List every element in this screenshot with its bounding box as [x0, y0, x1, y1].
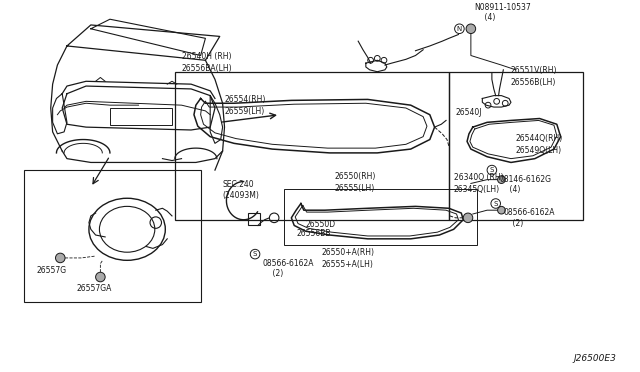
Bar	[449, 72, 582, 220]
Text: 08146-6162G
    (4): 08146-6162G (4)	[499, 175, 552, 194]
Text: N08911-10537
    (4): N08911-10537 (4)	[475, 3, 531, 22]
Circle shape	[498, 176, 505, 183]
Bar	[24, 170, 201, 302]
Text: 26557G: 26557G	[36, 266, 67, 275]
Circle shape	[498, 206, 505, 214]
Text: 26554(RH)
26559(LH): 26554(RH) 26559(LH)	[225, 95, 266, 116]
Text: N: N	[457, 26, 462, 32]
Circle shape	[95, 272, 105, 282]
Text: 26557GA: 26557GA	[77, 284, 112, 293]
Circle shape	[466, 24, 476, 33]
Text: S: S	[253, 251, 257, 257]
Text: 26551V(RH)
26556B(LH): 26551V(RH) 26556B(LH)	[511, 66, 557, 87]
Circle shape	[463, 213, 473, 222]
Text: 26550+A(RH)
26555+A(LH): 26550+A(RH) 26555+A(LH)	[322, 248, 375, 269]
Text: S: S	[490, 167, 494, 173]
Text: 26540J: 26540J	[456, 108, 482, 117]
Bar	[284, 189, 477, 244]
Bar	[110, 108, 172, 125]
Bar	[175, 72, 449, 220]
Text: S: S	[493, 201, 498, 206]
Text: 26550D: 26550D	[306, 220, 336, 229]
Text: 26544Q(RH)
26549Q(LH): 26544Q(RH) 26549Q(LH)	[516, 134, 563, 155]
Text: SEC.240
(24093M): SEC.240 (24093M)	[223, 180, 259, 201]
Text: 08566-6162A
    (2): 08566-6162A (2)	[262, 259, 314, 278]
Text: 26340Q (RH)
26345Q(LH): 26340Q (RH) 26345Q(LH)	[454, 173, 503, 194]
Text: 26550(RH)
26555(LH): 26550(RH) 26555(LH)	[334, 172, 376, 193]
Text: 08566-6162A
    (2): 08566-6162A (2)	[503, 208, 555, 228]
Bar	[248, 213, 260, 225]
Text: 26556BB: 26556BB	[296, 229, 331, 238]
Text: 26540H (RH)
26556BA(LH): 26540H (RH) 26556BA(LH)	[182, 52, 232, 73]
Circle shape	[56, 253, 65, 263]
Text: J26500E3: J26500E3	[573, 354, 616, 363]
